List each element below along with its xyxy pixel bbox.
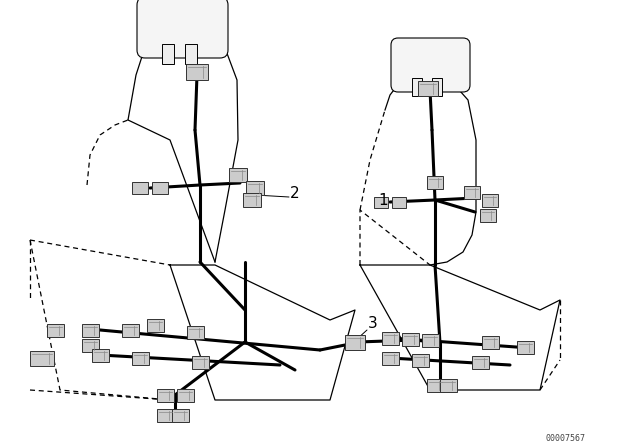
FancyBboxPatch shape [481,336,499,349]
Text: 1: 1 [378,193,388,207]
FancyBboxPatch shape [186,64,208,80]
FancyBboxPatch shape [131,352,148,365]
FancyBboxPatch shape [426,379,444,392]
Text: 00007567: 00007567 [545,434,585,443]
FancyBboxPatch shape [243,193,261,207]
FancyBboxPatch shape [157,409,173,422]
Bar [392,197,406,207]
FancyBboxPatch shape [401,332,419,345]
FancyBboxPatch shape [81,339,99,352]
FancyBboxPatch shape [516,340,534,353]
FancyBboxPatch shape [147,319,163,332]
Bar [412,78,422,96]
FancyBboxPatch shape [81,323,99,336]
FancyBboxPatch shape [440,379,456,392]
FancyBboxPatch shape [30,350,54,366]
Bar [374,197,388,207]
Text: 2: 2 [290,185,300,201]
FancyBboxPatch shape [391,38,470,92]
FancyBboxPatch shape [480,208,496,221]
Text: 3: 3 [368,315,378,331]
FancyBboxPatch shape [172,409,189,422]
FancyBboxPatch shape [464,185,480,198]
FancyBboxPatch shape [345,335,365,349]
Bar [152,182,168,194]
FancyBboxPatch shape [418,81,438,95]
FancyBboxPatch shape [412,353,429,366]
FancyBboxPatch shape [229,168,247,182]
Bar [432,78,442,96]
FancyBboxPatch shape [472,356,488,369]
Bar [162,44,174,64]
FancyBboxPatch shape [137,0,228,58]
Bar [132,182,148,194]
Bar [185,44,197,64]
FancyBboxPatch shape [177,388,193,401]
FancyBboxPatch shape [191,356,209,369]
FancyBboxPatch shape [482,194,498,207]
FancyBboxPatch shape [427,176,443,189]
FancyBboxPatch shape [122,323,138,336]
FancyBboxPatch shape [422,333,438,346]
FancyBboxPatch shape [381,352,399,365]
FancyBboxPatch shape [381,332,399,345]
FancyBboxPatch shape [186,326,204,339]
FancyBboxPatch shape [92,349,109,362]
FancyBboxPatch shape [246,181,264,195]
FancyBboxPatch shape [47,323,63,336]
FancyBboxPatch shape [157,388,173,401]
